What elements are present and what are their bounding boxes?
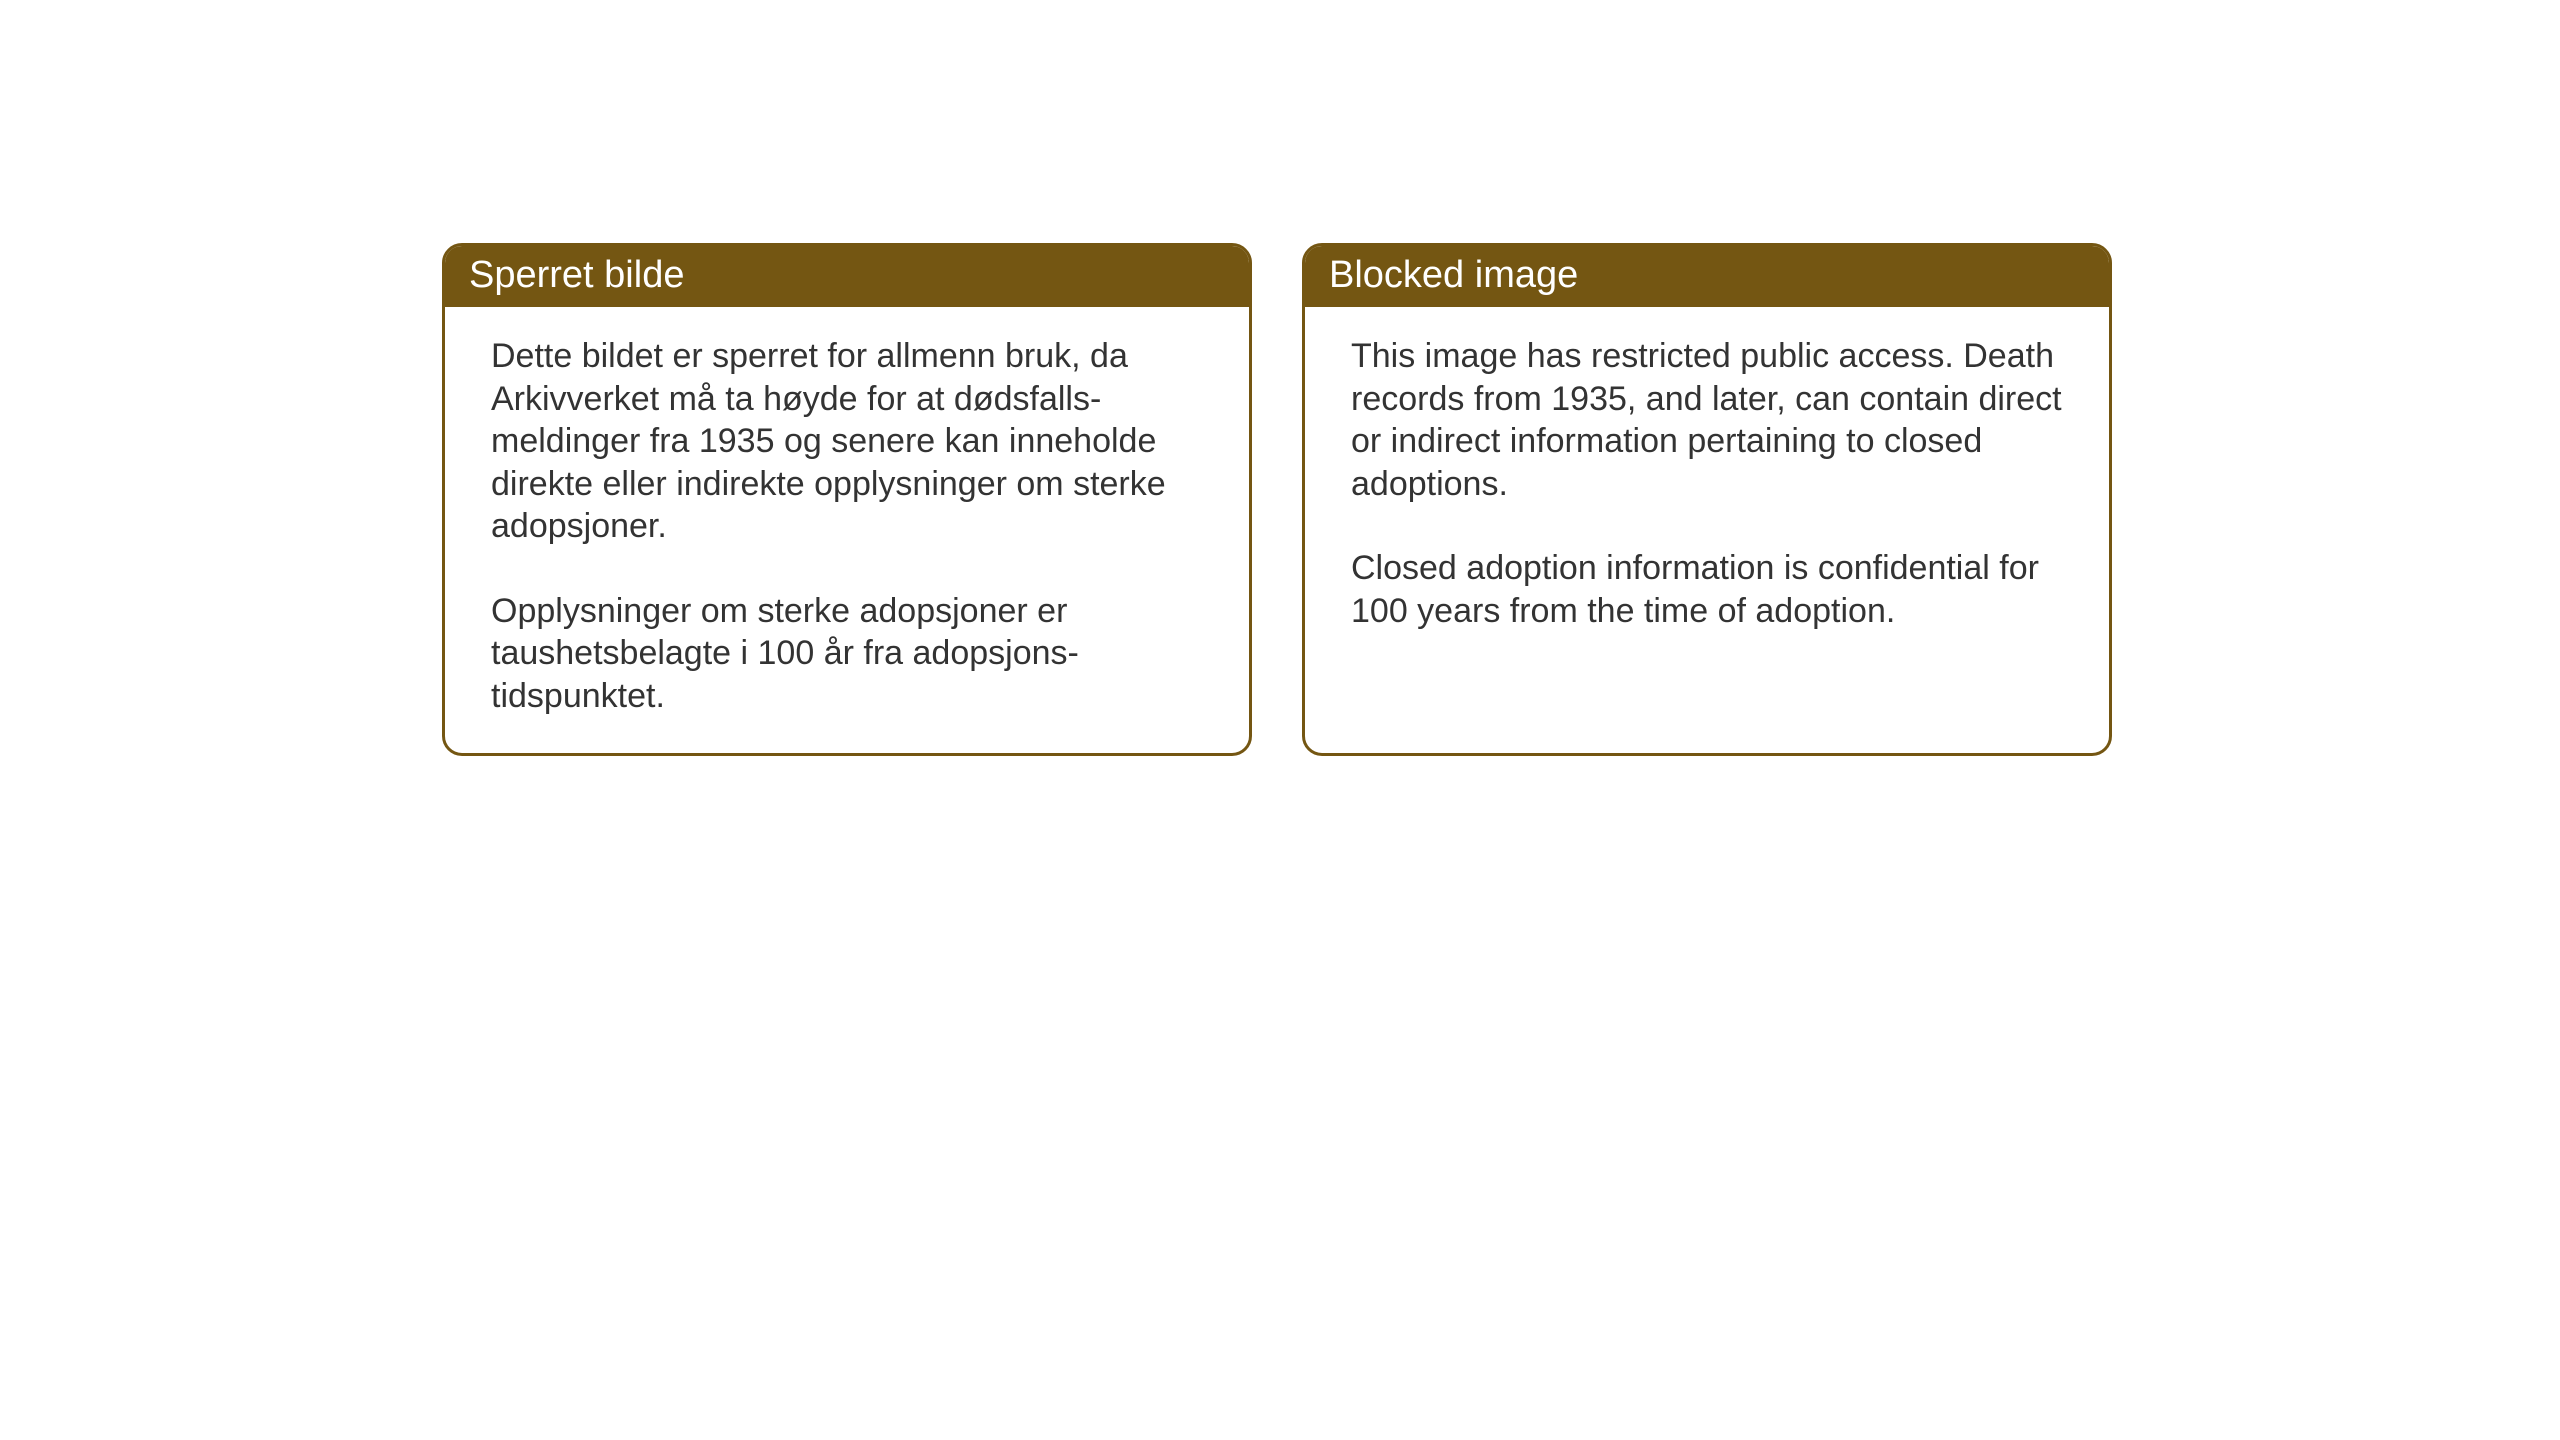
notice-paragraph-1-norwegian: Dette bildet er sperret for allmenn bruk… <box>491 335 1203 548</box>
notice-header-english: Blocked image <box>1305 246 2109 307</box>
notice-paragraph-1-english: This image has restricted public access.… <box>1351 335 2063 505</box>
notice-card-norwegian: Sperret bilde Dette bildet er sperret fo… <box>442 243 1252 756</box>
notice-container: Sperret bilde Dette bildet er sperret fo… <box>442 243 2112 756</box>
notice-paragraph-2-norwegian: Opplysninger om sterke adopsjoner er tau… <box>491 590 1203 718</box>
notice-paragraph-2-english: Closed adoption information is confident… <box>1351 547 2063 632</box>
notice-body-norwegian: Dette bildet er sperret for allmenn bruk… <box>445 307 1249 753</box>
notice-card-english: Blocked image This image has restricted … <box>1302 243 2112 756</box>
notice-header-norwegian: Sperret bilde <box>445 246 1249 307</box>
notice-body-english: This image has restricted public access.… <box>1305 307 2109 668</box>
